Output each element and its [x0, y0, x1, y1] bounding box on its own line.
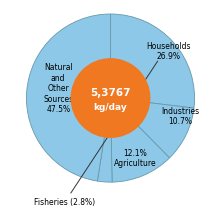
- Text: Industries
10.7%: Industries 10.7%: [162, 107, 200, 126]
- Text: kg/day: kg/day: [94, 103, 127, 112]
- Wedge shape: [27, 14, 110, 181]
- Text: 12.1%
Agriculture: 12.1% Agriculture: [113, 149, 156, 169]
- Wedge shape: [97, 98, 112, 182]
- Circle shape: [71, 59, 150, 137]
- Wedge shape: [110, 98, 194, 158]
- Wedge shape: [110, 14, 194, 108]
- Text: Households
26.9%: Households 26.9%: [146, 42, 191, 61]
- Text: Natural
and
Other
Sources
47.5%: Natural and Other Sources 47.5%: [43, 63, 73, 114]
- Wedge shape: [110, 98, 170, 182]
- Text: 5,3767: 5,3767: [90, 88, 131, 98]
- Text: Fisheries (2.8%): Fisheries (2.8%): [34, 61, 158, 207]
